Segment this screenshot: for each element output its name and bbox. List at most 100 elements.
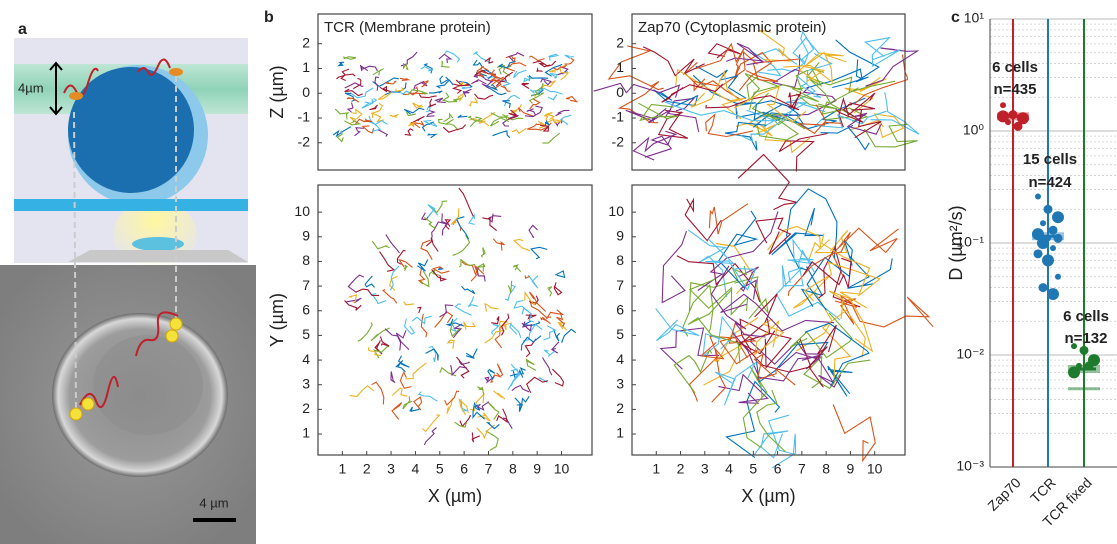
spots	[69, 317, 183, 421]
trajectory	[391, 387, 408, 397]
trajectory	[454, 421, 468, 428]
trajectory	[459, 80, 473, 89]
trajectory	[690, 70, 741, 108]
trajectory	[462, 321, 477, 330]
trajectory	[418, 94, 437, 99]
x-tick-label: 1	[652, 461, 660, 477]
trajectory	[753, 430, 789, 459]
trajectory	[356, 288, 380, 297]
trajectory	[543, 111, 555, 121]
trajectory	[493, 390, 506, 400]
y-tick-label: 10⁻¹	[956, 234, 984, 250]
trajectory	[364, 275, 376, 288]
trajectory	[513, 238, 531, 252]
trajectory	[740, 102, 825, 143]
trajectory	[695, 65, 747, 99]
trajectory	[336, 130, 344, 143]
trajectory	[440, 61, 450, 68]
trajectory	[521, 321, 533, 332]
trajectory	[490, 323, 500, 335]
trajectory	[374, 76, 379, 91]
trajectory	[510, 103, 523, 114]
y-tick-label: 9	[302, 227, 310, 243]
trajectory	[469, 392, 485, 412]
trajectory	[561, 328, 577, 343]
trajectory	[547, 94, 558, 101]
x-tick-label: Zap70	[984, 474, 1024, 514]
trajectory	[697, 211, 779, 291]
y-tick-label: 8	[616, 252, 624, 268]
trajectory	[425, 348, 439, 361]
trajectory	[472, 402, 485, 420]
trajectory	[732, 332, 823, 382]
trajectory	[865, 47, 920, 87]
trajectory	[458, 398, 469, 416]
trajectory	[544, 119, 550, 127]
y-axis-label: Z (µm)	[267, 65, 287, 118]
trajectory	[344, 92, 356, 102]
trajectory	[528, 291, 547, 312]
trajectory	[417, 391, 438, 402]
trajectory	[399, 77, 411, 81]
trajectory	[564, 57, 575, 65]
trajectory	[409, 406, 420, 412]
trajectory	[403, 62, 409, 71]
plot-frame	[317, 184, 593, 456]
trajectory	[385, 234, 400, 254]
trajectory	[452, 234, 471, 256]
trajectory	[536, 67, 543, 73]
trajectory	[444, 50, 461, 63]
trajectory	[420, 65, 434, 72]
trajectory	[487, 401, 500, 420]
trajectory	[472, 59, 484, 68]
trajectory	[457, 93, 464, 102]
x-tick-label: 8	[509, 461, 517, 477]
trajectory	[753, 353, 796, 386]
trajectory	[388, 275, 398, 291]
trajectory	[785, 188, 838, 259]
trajectory	[688, 335, 748, 402]
trajectory	[849, 102, 882, 139]
x-tick-label: 10	[554, 461, 570, 477]
y-tick-label: 1	[616, 425, 624, 441]
trajectory	[607, 45, 664, 91]
trajectory	[420, 212, 432, 221]
trajectory	[522, 323, 543, 342]
dot	[1047, 288, 1059, 301]
trajectory	[467, 296, 479, 308]
y-tick-label: 10⁰	[963, 122, 985, 138]
trajectory	[849, 113, 905, 139]
dot	[1033, 249, 1043, 259]
trajectory	[821, 233, 871, 309]
trajectory	[445, 123, 459, 131]
trajectory	[538, 377, 548, 383]
y-tick-label: -1	[298, 109, 311, 125]
y-tick-label: 4	[616, 351, 624, 367]
trajectory	[371, 119, 388, 132]
trajectory	[524, 275, 530, 280]
trajectory	[524, 291, 536, 306]
trajectory	[435, 79, 454, 89]
trajectory	[384, 80, 397, 85]
trace	[79, 376, 119, 409]
trajectory	[552, 368, 564, 387]
trajectory	[389, 265, 400, 291]
trajectory	[555, 270, 566, 279]
dot	[1000, 102, 1006, 109]
trajectory	[477, 412, 491, 422]
trajectory	[443, 112, 454, 123]
trajectory	[477, 386, 485, 396]
dot	[1037, 237, 1049, 249]
trajectory	[496, 363, 504, 377]
trajectory	[371, 240, 390, 250]
trajectory	[784, 238, 824, 307]
trajectory	[740, 318, 812, 373]
trajectory	[405, 111, 416, 117]
objective	[68, 250, 248, 262]
trajectory	[847, 255, 893, 289]
trajectory	[417, 306, 422, 314]
trajectory	[827, 365, 853, 397]
y-tick-label: 1	[302, 425, 310, 441]
trajectory	[838, 92, 876, 128]
trajectory	[657, 109, 689, 139]
